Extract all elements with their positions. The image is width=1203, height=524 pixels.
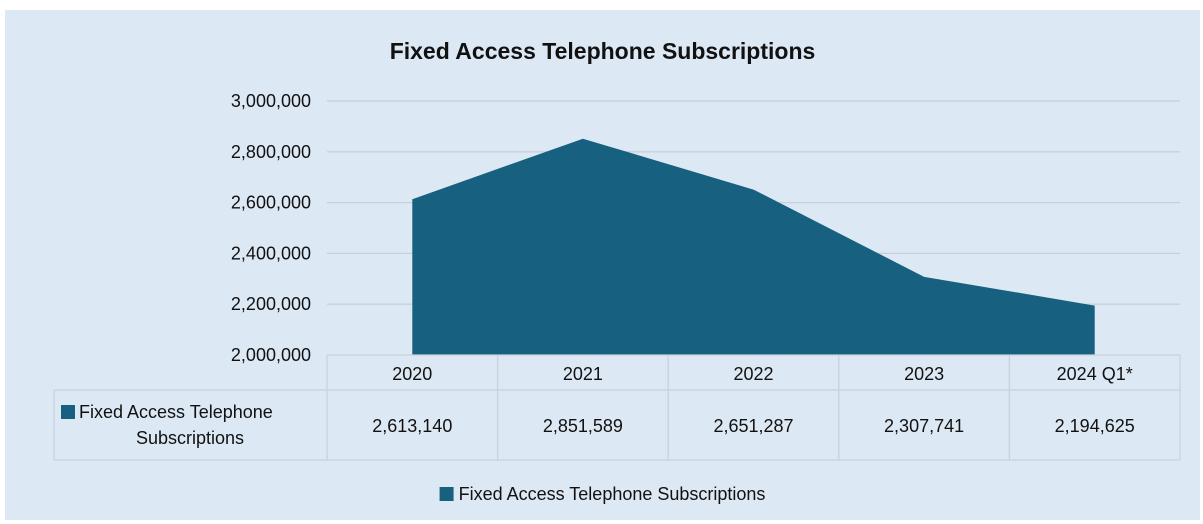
legend-swatch <box>439 487 454 501</box>
category-label: 2023 <box>904 364 944 384</box>
value-label: 2,613,140 <box>372 416 452 436</box>
category-label: 2021 <box>563 364 603 384</box>
category-label: 2022 <box>733 364 773 384</box>
category-label: 2020 <box>392 364 432 384</box>
value-label: 2,851,589 <box>543 416 623 436</box>
y-tick-label: 2,800,000 <box>231 142 311 162</box>
y-tick-label: 2,600,000 <box>231 193 311 213</box>
table-series-label: Fixed Access Telephone <box>79 402 273 422</box>
table-series-swatch <box>61 405 75 419</box>
value-label: 2,307,741 <box>884 416 964 436</box>
y-tick-label: 2,000,000 <box>231 345 311 365</box>
y-tick-label: 3,000,000 <box>231 91 311 111</box>
y-tick-label: 2,200,000 <box>231 294 311 314</box>
y-tick-label: 2,400,000 <box>231 243 311 263</box>
value-label: 2,194,625 <box>1055 416 1135 436</box>
table-series-label: Subscriptions <box>136 428 244 448</box>
chart-area: Fixed Access Telephone Subscriptions 2,0… <box>5 10 1200 520</box>
legend-label: Fixed Access Telephone Subscriptions <box>459 484 766 504</box>
chart-title: Fixed Access Telephone Subscriptions <box>389 38 816 64</box>
chart-svg: 2,000,000 2,200,000 2,400,000 2,600,000 2,80… <box>53 91 1181 504</box>
category-label: 2024 Q1* <box>1057 364 1133 384</box>
area-series <box>412 138 1095 355</box>
value-label: 2,651,287 <box>713 416 793 436</box>
